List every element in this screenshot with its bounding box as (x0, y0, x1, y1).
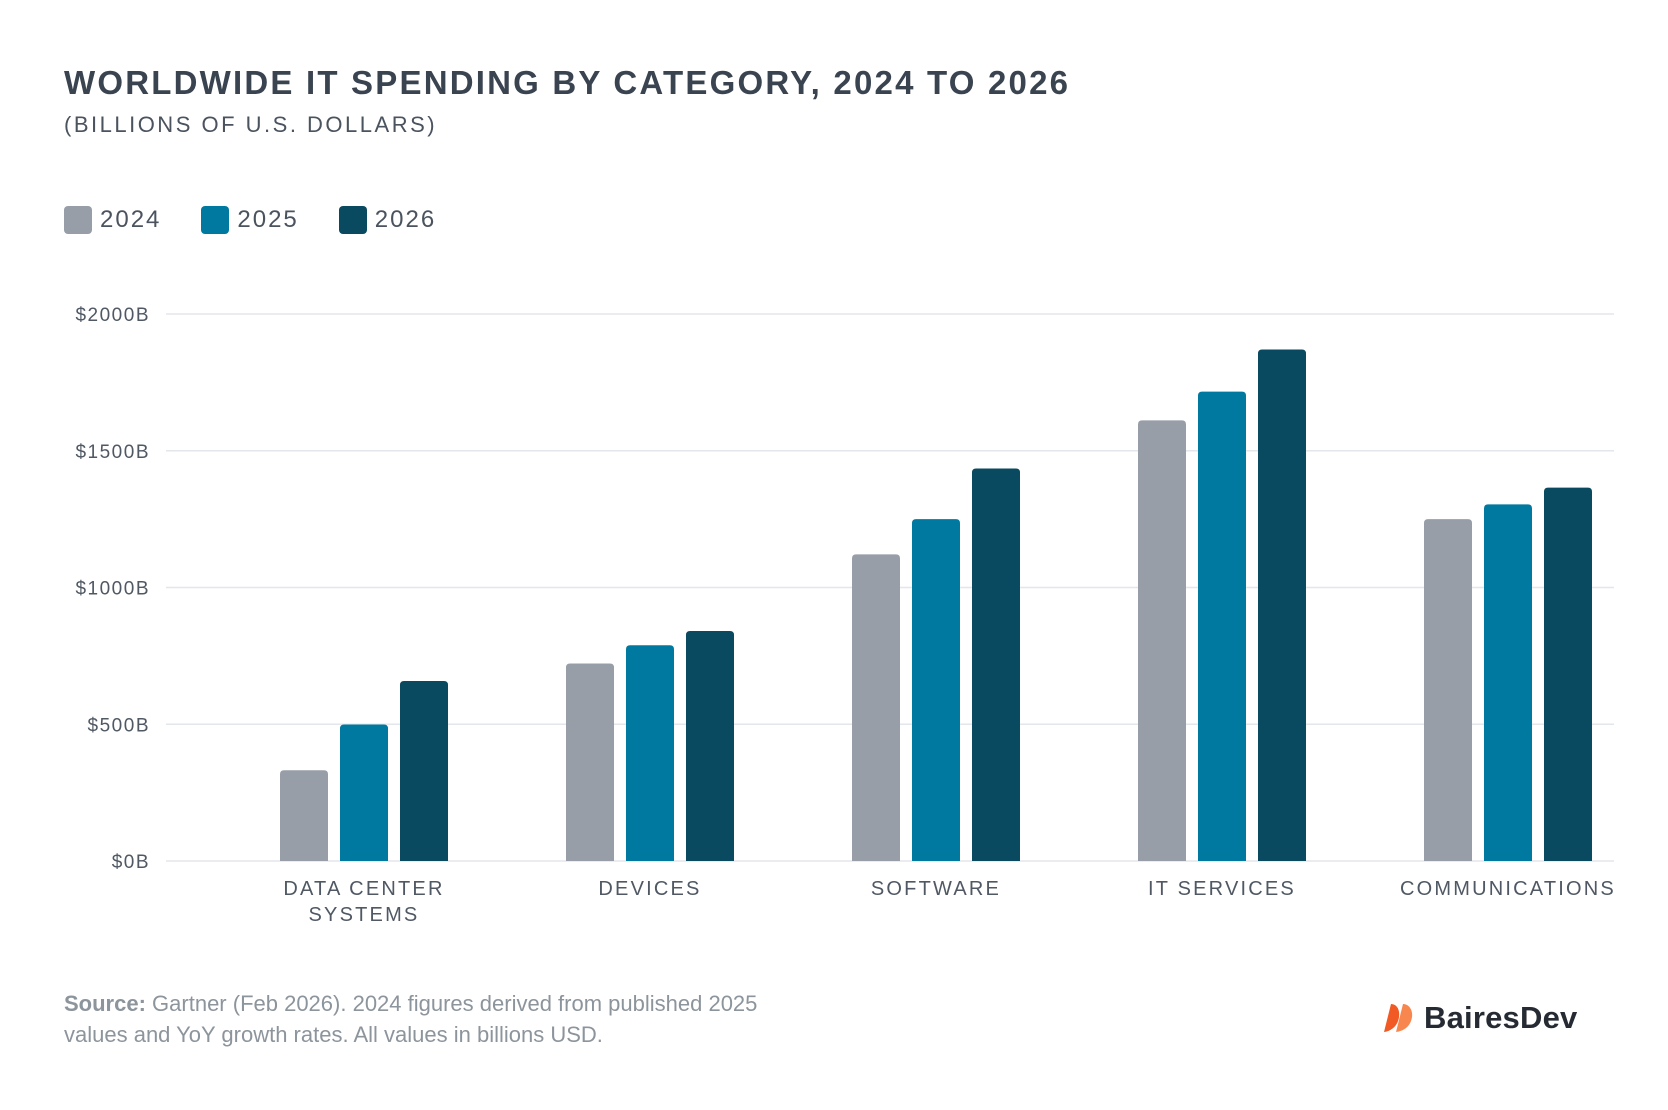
legend-label-2026: 2026 (374, 206, 437, 233)
bar-2026 (686, 630, 734, 861)
bar-2024 (280, 770, 328, 861)
legend-item-2026: 2026 (338, 206, 437, 234)
bar-chart: $0B $500B $1000B $1500B $2000B DATA CENTER SY… (75, 305, 1616, 926)
bairesdev-logo: BairesDev (1382, 1000, 1577, 1036)
x-tick-label: SOFTWARE (871, 878, 1001, 900)
y-tick-label: $2000B (75, 305, 150, 326)
x-tick-label: IT SERVICES (1148, 878, 1296, 900)
legend-swatch-2025 (201, 206, 230, 234)
bar-2024 (566, 663, 614, 861)
legend-swatch-2024 (64, 206, 92, 234)
chart-title: WORLDWIDE IT SPENDING BY CATEGORY, 2024 … (64, 64, 1071, 101)
bar-2025 (626, 645, 674, 861)
chart-subtitle: (BILLIONS OF U.S. DOLLARS) (64, 112, 438, 137)
legend: 2024 2025 2026 (64, 206, 436, 234)
x-tick-label: DEVICES (598, 878, 701, 900)
y-tick-label: $0B (112, 852, 150, 873)
logo-text: BairesDev (1424, 1000, 1578, 1035)
bar-2024 (852, 554, 900, 861)
legend-label-2025: 2025 (237, 206, 299, 233)
bar-2025 (912, 519, 960, 861)
source-label: Source: (64, 991, 146, 1016)
bars (280, 349, 1592, 861)
bar-2026 (400, 681, 448, 861)
y-axis-ticks: $0B $500B $1000B $1500B $2000B (75, 305, 150, 873)
legend-label-2024: 2024 (100, 206, 162, 233)
x-tick-label: COMMUNICATIONS (1400, 878, 1616, 900)
bar-2025 (340, 724, 388, 861)
y-tick-label: $1500B (75, 442, 150, 463)
x-tick-label: SYSTEMS (309, 904, 420, 926)
source-note: Source: Gartner (Feb 2026). 2024 figures… (64, 988, 824, 1050)
bar-2024 (1424, 519, 1472, 861)
legend-item-2025: 2025 (201, 206, 298, 234)
legend-item-2024: 2024 (64, 206, 161, 234)
bar-2025 (1198, 391, 1246, 861)
source-text: Gartner (Feb 2026). 2024 figures derived… (64, 991, 758, 1047)
bar-2024 (1138, 420, 1186, 861)
y-tick-label: $1000B (75, 579, 150, 600)
x-tick-label: DATA CENTER (283, 878, 444, 900)
bar-2026 (1544, 487, 1592, 861)
y-tick-label: $500B (88, 715, 150, 736)
legend-swatch-2026 (338, 206, 367, 234)
x-axis-ticks: DATA CENTER SYSTEMS DEVICES SOFTWARE IT SERV… (283, 878, 1616, 926)
bar-2026 (1258, 349, 1306, 861)
bar-2025 (1484, 504, 1532, 861)
bar-2026 (972, 468, 1020, 861)
bairesdev-logo-icon (1384, 1004, 1413, 1032)
